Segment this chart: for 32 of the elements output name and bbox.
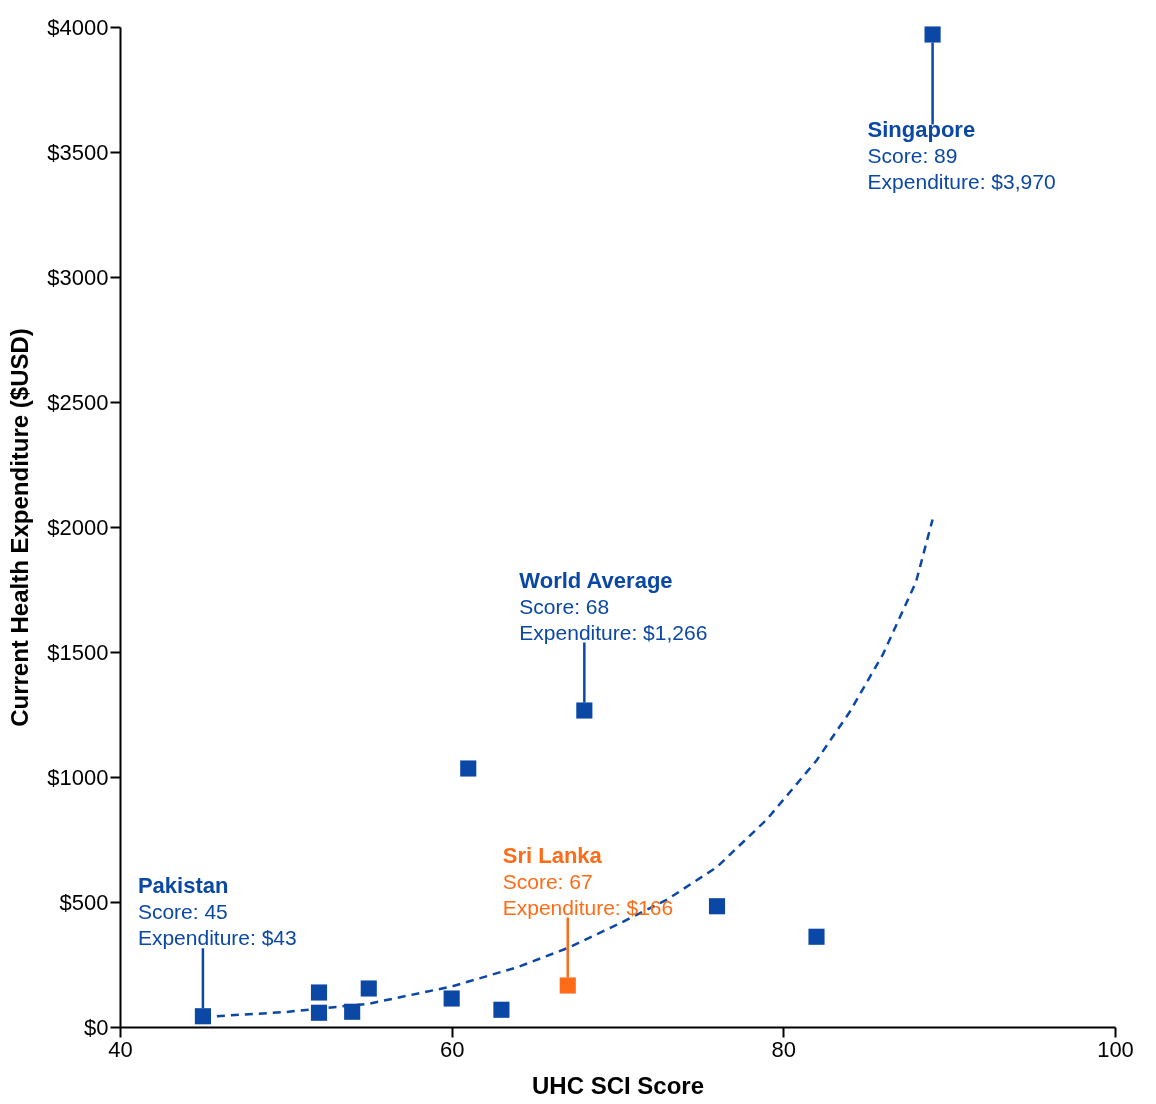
point bbox=[460, 760, 477, 777]
point bbox=[493, 1001, 510, 1018]
y-tick-label: $500 bbox=[59, 889, 109, 915]
point bbox=[360, 980, 377, 997]
point bbox=[310, 1004, 328, 1021]
point bbox=[310, 984, 328, 1001]
y-tick-label: $3500 bbox=[47, 139, 109, 165]
x-axis-title: UHC SCI Score bbox=[531, 1071, 705, 1099]
point bbox=[708, 898, 726, 915]
x-tick-label: 40 bbox=[108, 1036, 133, 1062]
y-axis-title: Current Health Expenditure ($USD) bbox=[6, 328, 34, 727]
y-tick-label: $2500 bbox=[47, 389, 109, 415]
y-tick-label: $1500 bbox=[47, 639, 109, 665]
point bbox=[443, 990, 460, 1007]
annotation: Sri Lanka Score: 67 Expenditure: $166 bbox=[502, 842, 674, 919]
y-tick-label: $0 bbox=[84, 1014, 109, 1040]
point bbox=[559, 977, 576, 994]
x-tick-label: 80 bbox=[771, 1036, 797, 1062]
point bbox=[194, 1008, 211, 1025]
point bbox=[924, 26, 941, 43]
point bbox=[576, 702, 593, 719]
y-tick-label: $4000 bbox=[47, 14, 109, 40]
annotation: Singapore Score: 89 Expenditure: $3,970 bbox=[867, 116, 1056, 193]
annotation: World Average Score: 68 Expenditure: $1,266 bbox=[519, 567, 708, 644]
x-tick-label: 60 bbox=[439, 1036, 465, 1062]
y-tick-label: $2000 bbox=[47, 514, 109, 540]
y-tick-label: $3000 bbox=[47, 264, 109, 290]
y-tick-label: $1000 bbox=[47, 764, 109, 790]
point bbox=[808, 928, 825, 945]
point bbox=[344, 1003, 361, 1020]
x-tick-label: 100 bbox=[1097, 1036, 1134, 1062]
annotation: Pakistan Score: 45 Expenditure: $43 bbox=[137, 873, 297, 950]
